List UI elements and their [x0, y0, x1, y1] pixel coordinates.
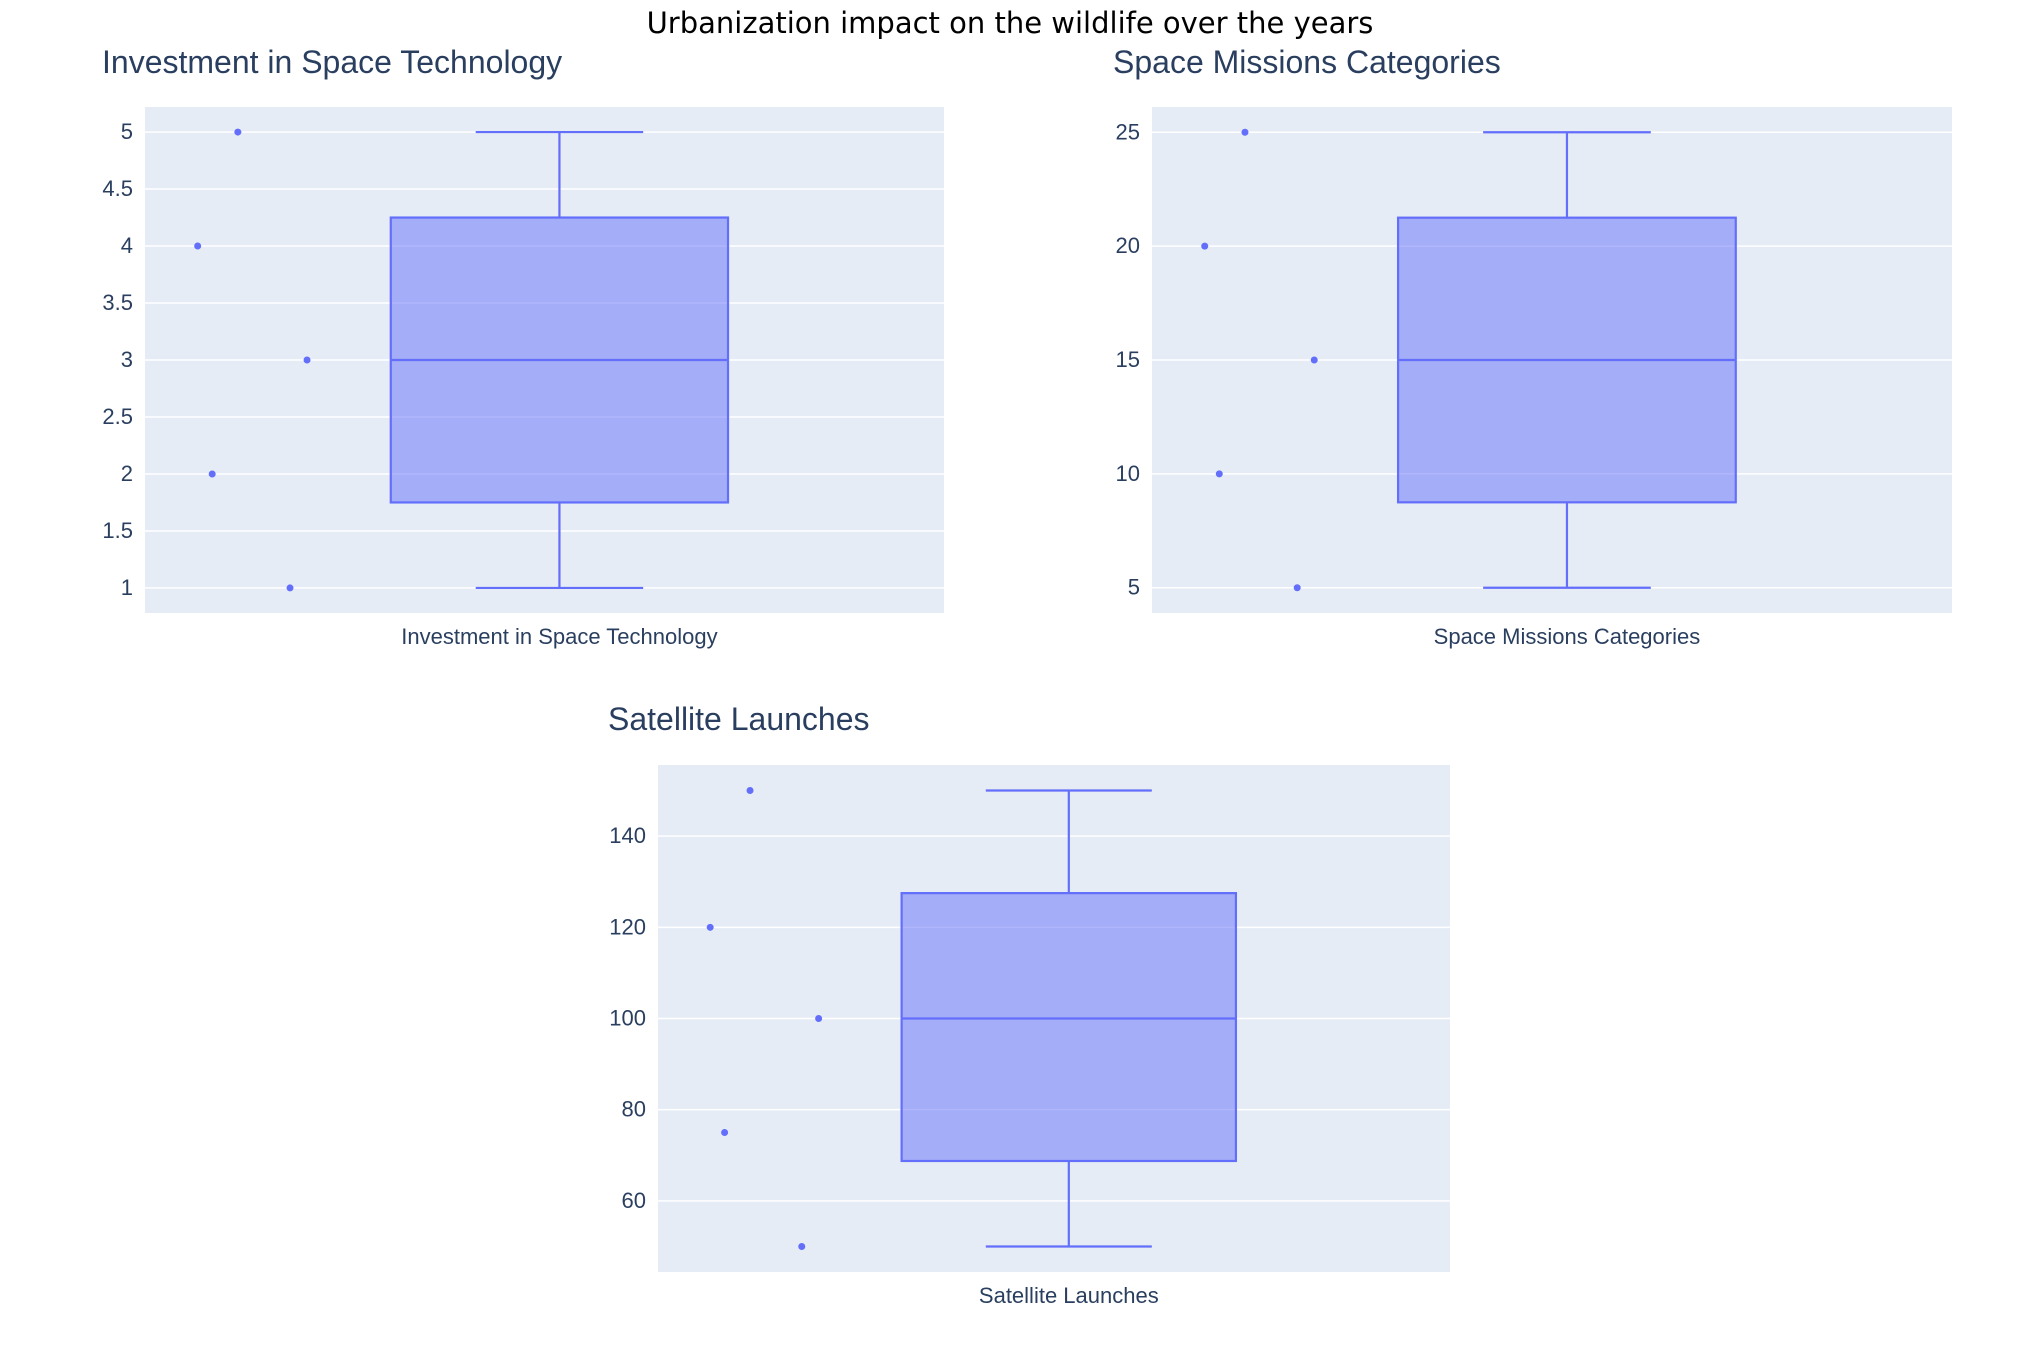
y-tick-label: 4 — [121, 233, 133, 258]
subplot-3: Satellite Launches 60 80 100 120 140 Satellite… — [608, 701, 1450, 1308]
x-category-label: Satellite Launches — [979, 1283, 1159, 1308]
data-point — [1241, 128, 1249, 136]
box-trace — [194, 128, 730, 592]
y-tick-label: 1.5 — [102, 518, 133, 543]
y-tick-label: 15 — [1116, 347, 1140, 372]
y-tick-label: 140 — [609, 823, 646, 848]
data-point — [1215, 470, 1223, 478]
data-point — [303, 356, 311, 364]
subplot-1: Investment in Space Technology 1 1.5 2 2.5 3 3… — [102, 44, 944, 649]
data-point — [815, 1015, 823, 1022]
subplot-2: Space Missions Categories 5 10 15 20 25 Space … — [1113, 44, 1952, 649]
figure-title: Urbanization impact on the wildlife over… — [647, 6, 1374, 40]
data-point — [1201, 242, 1209, 250]
subplot-title: Investment in Space Technology — [102, 44, 562, 80]
y-tick-label: 4.5 — [102, 176, 133, 201]
y-tick-label: 20 — [1116, 233, 1140, 258]
y-tick-label: 100 — [609, 1006, 646, 1031]
y-tick-label: 5 — [121, 119, 133, 144]
data-point — [1293, 584, 1301, 592]
y-tick-label: 2.5 — [102, 404, 133, 429]
y-tick-label: 2 — [121, 461, 133, 486]
y-tick-label: 5 — [1128, 575, 1140, 600]
y-tick-label: 10 — [1116, 461, 1140, 486]
data-point — [194, 242, 202, 250]
data-point — [234, 128, 242, 136]
subplot-title: Satellite Launches — [608, 701, 870, 737]
y-tick-label: 3.5 — [102, 290, 133, 315]
y-tick-label: 25 — [1116, 119, 1140, 144]
box-trace — [706, 787, 1238, 1250]
box-iqr — [900, 892, 1238, 1163]
subplot-title: Space Missions Categories — [1113, 44, 1501, 80]
y-tick-label: 3 — [121, 347, 133, 372]
subplots-container: Investment in Space Technology 1 1.5 2 2.5 3 3… — [102, 44, 1952, 1308]
y-tick-label: 80 — [622, 1097, 646, 1122]
y-tick-label: 60 — [622, 1188, 646, 1213]
data-point — [1310, 356, 1318, 364]
data-point — [746, 787, 754, 795]
box-trace — [1201, 128, 1737, 592]
data-point — [286, 584, 294, 592]
data-point — [706, 923, 714, 931]
data-point — [798, 1242, 806, 1250]
data-point — [208, 470, 216, 478]
x-category-label: Space Missions Categories — [1434, 624, 1701, 649]
y-tick-label: 120 — [609, 914, 646, 939]
data-point — [721, 1128, 729, 1136]
x-category-label: Investment in Space Technology — [401, 624, 717, 649]
y-tick-label: 1 — [121, 575, 133, 600]
